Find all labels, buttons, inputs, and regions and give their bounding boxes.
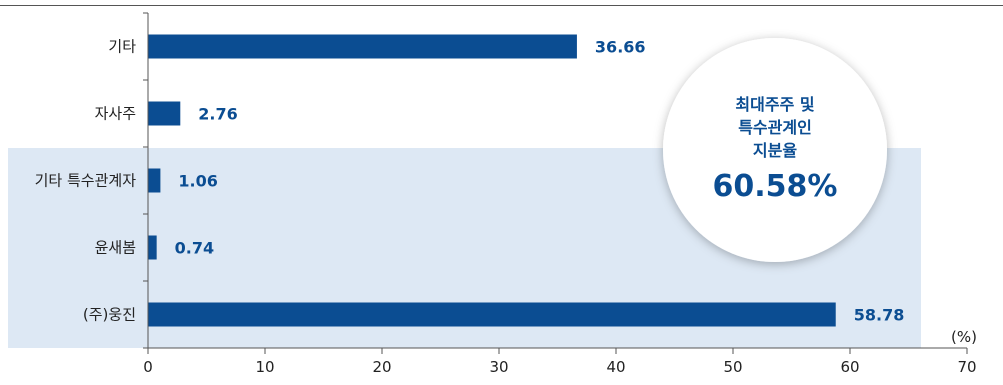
x-tick-label: 60 — [840, 358, 859, 376]
x-tick-label: 10 — [255, 358, 274, 376]
bar — [148, 101, 181, 126]
x-tick-label: 40 — [606, 358, 625, 376]
bars-layer — [148, 34, 836, 327]
category-label: 윤새봄 — [95, 239, 136, 257]
x-tick-label: 30 — [489, 358, 508, 376]
x-tick-label: 50 — [723, 358, 742, 376]
x-tick-label: 70 — [957, 358, 976, 376]
callout-badge: 최대주주 및 특수관계인 지분율 60.58% — [663, 38, 887, 262]
bar — [148, 302, 836, 327]
callout-value: 60.58% — [713, 169, 838, 204]
callout-line-3: 지분율 — [753, 141, 797, 160]
x-tick-label: 0 — [143, 358, 153, 376]
callout-line-1: 최대주주 및 — [735, 95, 814, 114]
value-label: 1.06 — [178, 172, 217, 191]
value-label: 58.78 — [854, 306, 905, 325]
x-axis: 0 10 20 30 40 50 60 70 — [143, 12, 977, 376]
value-label: 36.66 — [595, 38, 646, 57]
callout-line-2: 특수관계인 — [738, 118, 812, 137]
category-label: 기타 특수관계자 — [35, 172, 137, 190]
unit-label: (%) — [951, 328, 977, 346]
bar — [148, 168, 161, 193]
category-label: 기타 — [108, 38, 136, 56]
callout-circle — [663, 38, 887, 262]
category-label: (주)웅진 — [83, 306, 136, 324]
labels-layer: 기타 36.66 자사주 2.76 기타 특수관계자 1.06 윤새봄 0.74 (주)웅진 58… — [35, 38, 905, 325]
x-tick-label: 20 — [372, 358, 391, 376]
bar — [148, 34, 577, 59]
value-label: 0.74 — [175, 239, 214, 258]
value-label: 2.76 — [198, 105, 237, 124]
category-label: 자사주 — [95, 105, 136, 123]
bar — [148, 235, 157, 260]
